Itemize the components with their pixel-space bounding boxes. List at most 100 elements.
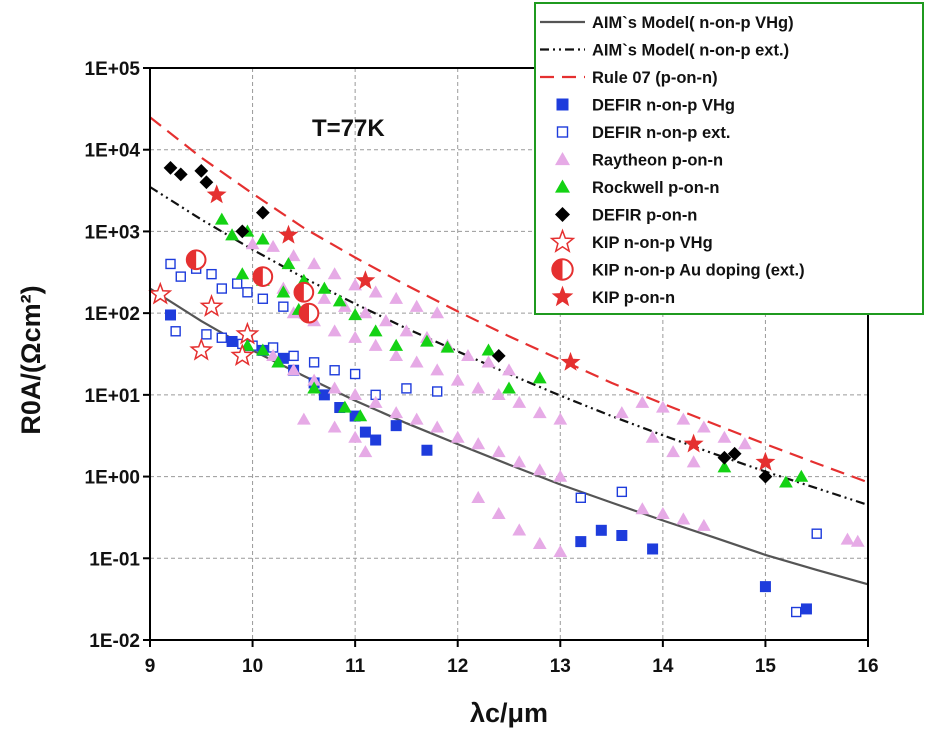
legend-swatch-4 xyxy=(556,126,569,138)
data-point xyxy=(794,469,809,482)
data-point xyxy=(389,348,404,362)
data-point xyxy=(791,606,802,618)
data-point xyxy=(616,530,628,542)
data-point-fill xyxy=(186,250,197,270)
data-point xyxy=(278,224,299,244)
data-point xyxy=(616,486,628,498)
data-point xyxy=(348,308,363,321)
y-tick-label: 1E+01 xyxy=(85,386,141,407)
data-point xyxy=(266,239,280,252)
data-point xyxy=(245,237,260,250)
data-point xyxy=(332,294,347,307)
series-line-2 xyxy=(149,116,869,484)
data-point xyxy=(327,324,342,337)
data-point xyxy=(255,343,270,356)
data-point xyxy=(450,430,465,443)
data-point xyxy=(235,224,250,239)
data-point xyxy=(170,326,181,337)
data-point xyxy=(440,340,455,353)
data-point xyxy=(738,437,752,450)
data-point xyxy=(532,371,547,384)
data-point xyxy=(471,490,486,503)
data-point xyxy=(421,444,433,456)
legend-label-9: KIP n-on-p Au doping (ext.) xyxy=(592,262,805,280)
legend-label-5: Raytheon p-on-n xyxy=(592,152,723,170)
data-point xyxy=(512,455,527,468)
data-point xyxy=(349,410,361,422)
data-point xyxy=(206,184,227,204)
x-tick-label: 10 xyxy=(242,656,263,677)
data-point xyxy=(389,406,404,419)
data-point xyxy=(226,335,238,347)
data-point xyxy=(199,294,224,317)
data-point xyxy=(214,212,229,225)
data-point xyxy=(327,267,342,280)
series-10 xyxy=(206,184,776,471)
data-point xyxy=(512,395,527,408)
legend-label-2: Rule 07 (p-on-n) xyxy=(592,69,718,87)
data-point xyxy=(173,167,188,182)
data-point xyxy=(655,506,670,519)
data-point xyxy=(358,445,373,458)
data-point xyxy=(389,291,404,304)
data-point xyxy=(697,420,711,433)
data-point xyxy=(502,381,516,394)
y-tick-label: 1E+04 xyxy=(85,141,141,162)
data-point xyxy=(308,357,320,368)
data-point xyxy=(276,285,291,298)
data-point xyxy=(348,387,363,401)
legend-swatch-6 xyxy=(555,179,570,193)
y-tick-label: 1E+02 xyxy=(85,304,140,325)
data-point xyxy=(286,363,301,376)
series-9 xyxy=(185,249,320,324)
data-point xyxy=(231,278,243,289)
data-point xyxy=(676,512,691,525)
data-point xyxy=(296,412,311,425)
data-point xyxy=(401,383,412,394)
x-tick-label: 16 xyxy=(857,656,878,677)
legend-label-1: AIM`s Model( n-on-p ext.) xyxy=(592,42,789,60)
data-point xyxy=(491,506,506,519)
data-point xyxy=(255,232,270,245)
legend-swatch-10 xyxy=(551,285,574,307)
data-point xyxy=(635,502,650,515)
legend-box xyxy=(534,2,924,315)
data-point xyxy=(686,455,701,468)
series-8 xyxy=(148,281,260,367)
legend-label-4: DEFIR n-on-p ext. xyxy=(592,124,730,142)
data-point xyxy=(163,160,178,175)
data-point xyxy=(432,386,443,397)
data-point xyxy=(420,334,434,347)
data-point xyxy=(368,395,383,408)
data-point xyxy=(349,368,361,380)
legend-label-3: DEFIR n-on-p VHg xyxy=(592,97,735,115)
legend-swatch-7 xyxy=(555,207,570,222)
data-point xyxy=(717,430,732,443)
data-point xyxy=(409,299,424,312)
data-point xyxy=(334,402,346,414)
data-point xyxy=(355,270,376,290)
data-point xyxy=(481,343,496,356)
legend-label-7: DEFIR p-on-n xyxy=(592,207,697,225)
series-6 xyxy=(214,212,809,488)
data-point xyxy=(635,395,650,408)
data-point xyxy=(553,469,568,482)
data-point xyxy=(317,281,332,294)
data-point xyxy=(358,306,373,319)
data-point xyxy=(201,329,212,340)
series-7 xyxy=(163,160,773,484)
data-point xyxy=(368,285,383,298)
y-tick-label: 1E+00 xyxy=(85,468,140,489)
data-point xyxy=(175,271,186,282)
data-point xyxy=(271,355,286,368)
x-tick-label: 15 xyxy=(755,656,777,677)
data-point xyxy=(389,338,404,351)
data-point xyxy=(359,426,371,438)
data-point xyxy=(647,543,659,555)
data-point xyxy=(307,257,321,270)
data-point xyxy=(811,528,822,539)
data-point xyxy=(165,309,177,321)
data-point xyxy=(532,463,547,476)
data-point xyxy=(277,352,289,364)
